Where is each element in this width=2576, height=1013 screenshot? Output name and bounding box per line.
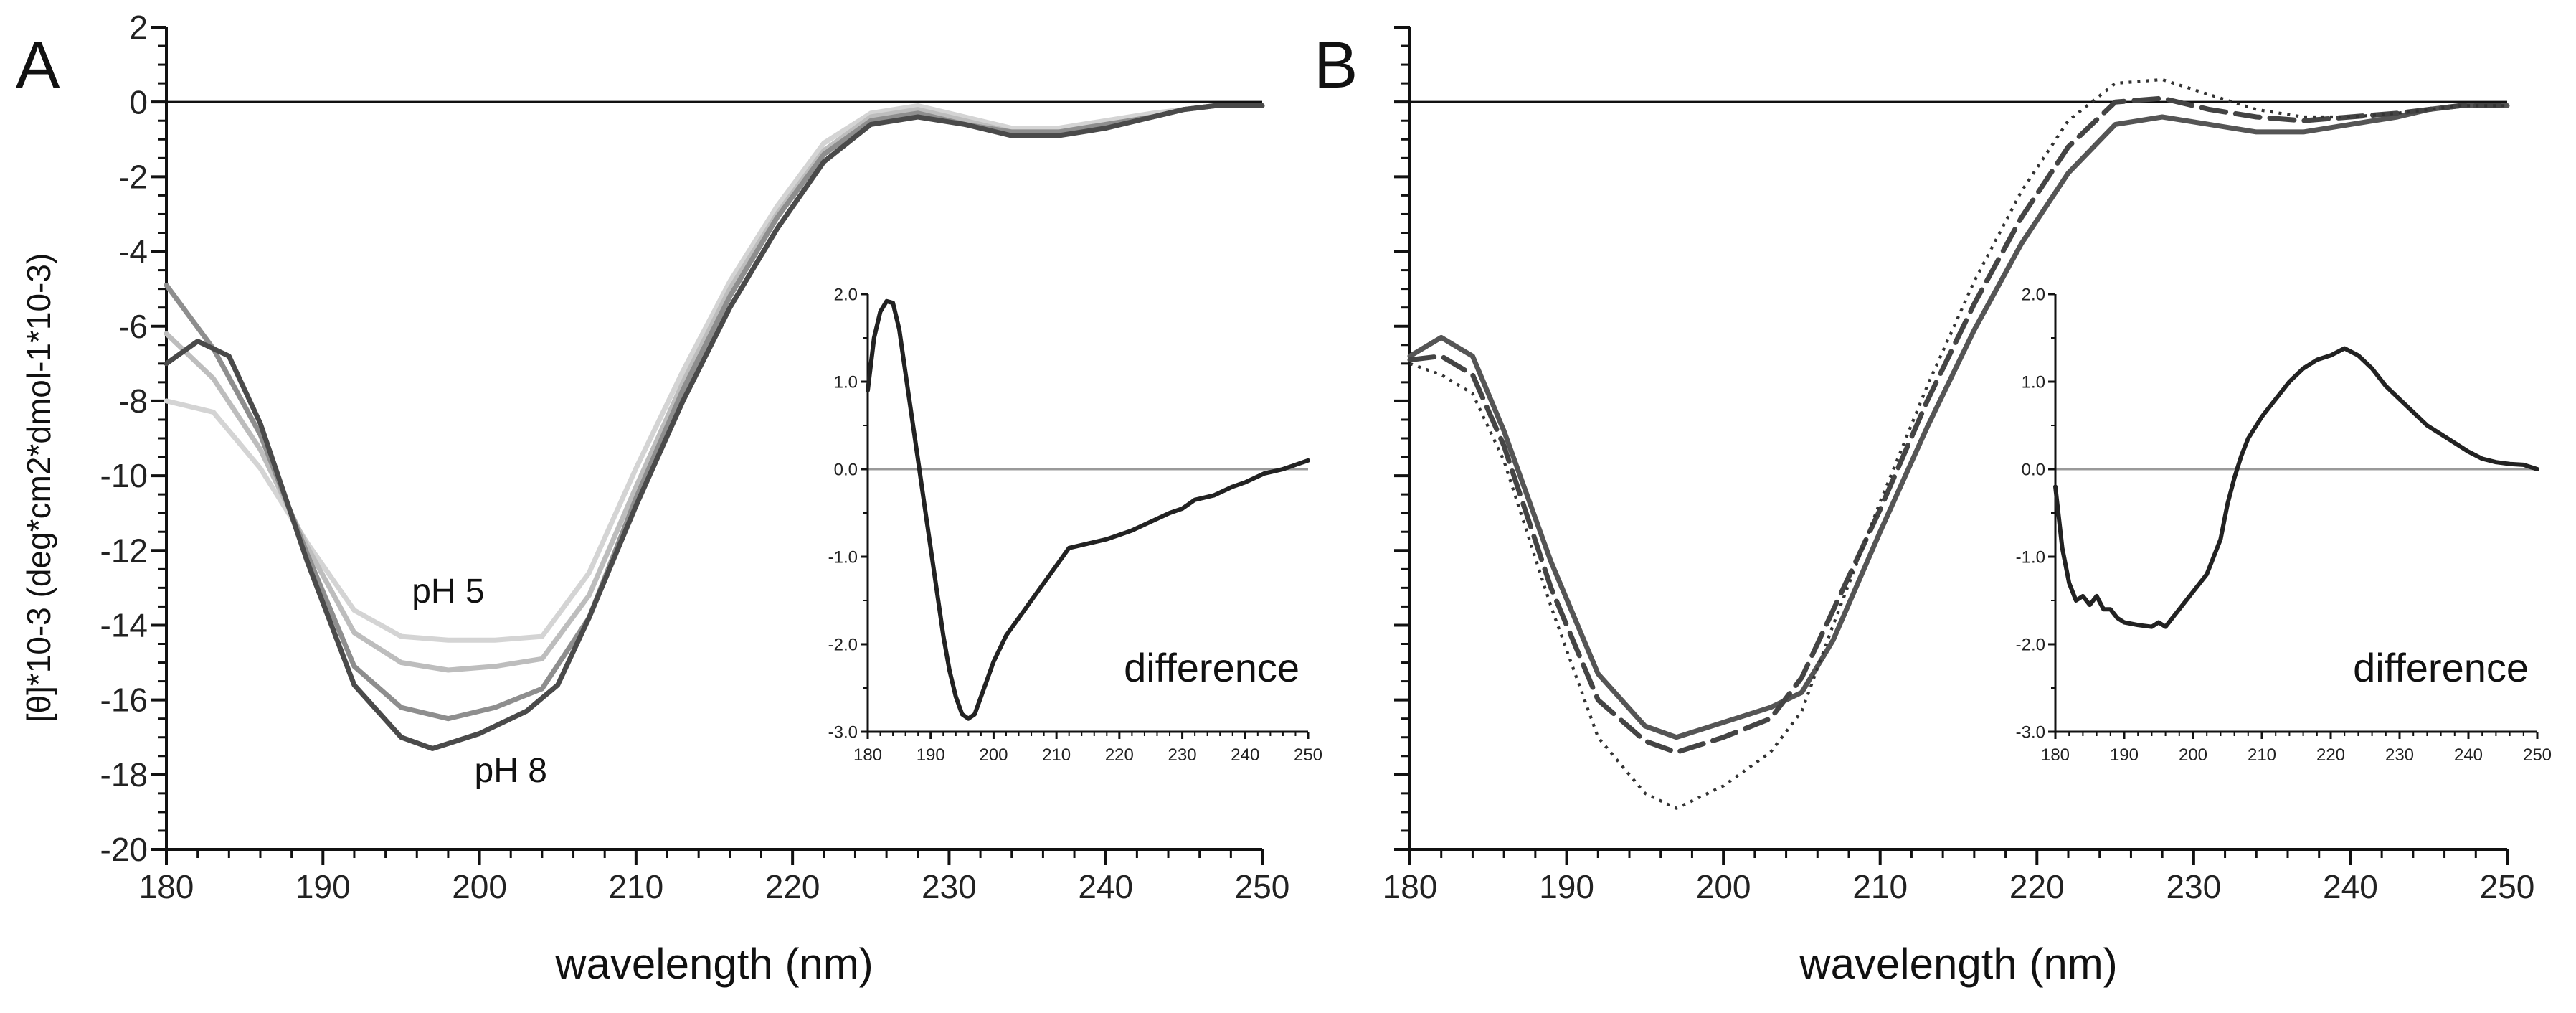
panel-b-x-tick-label: 230 (2166, 868, 2221, 905)
panel-b-x-tick-label: 190 (1539, 868, 1594, 905)
panel-a: A [θ]*10-3 (deg*cm2*dmol-1*10-3) 180 190 2… (16, 9, 1322, 988)
panel-b-inset-y-tick-label: 0.0 (2022, 460, 2045, 479)
panel-a-inset-x-tick-label: 200 (979, 745, 1008, 765)
panel-b: B 180 190 200 210 220 230 240 250 wavelength (nm… (1314, 26, 2552, 988)
panel-a-y-tick-label: -14 (100, 607, 148, 644)
panel-a-annotation: pH 8 (475, 752, 547, 790)
panel-a-y-tick-label: -16 (100, 682, 148, 719)
panel-b-inset-y-tick-label: 1.0 (2022, 372, 2045, 392)
panel-a-inset-x-tick-label: 190 (917, 745, 945, 765)
panel-a-inset-x-tick-label: 220 (1105, 745, 1134, 765)
panel-a-inset-y-tick-label: 2.0 (834, 285, 858, 304)
panel-a-main-plot: 180 190 200 210 220 230 240 250 2 0 -2 -4 -6 -8 -10 -12… (100, 9, 1290, 988)
panel-a-inset-y-tick-label: 0.0 (834, 460, 858, 479)
panel-b-inset-x-tick-label: 200 (2179, 745, 2207, 765)
panel-a-inset-x-tick-label: 180 (853, 745, 882, 765)
panel-a-x-tick-label: 210 (608, 868, 663, 905)
panel-b-x-tick-label: 240 (2323, 868, 2378, 905)
panel-a-annotation: pH 5 (412, 573, 484, 611)
panel-a-inset-x-tick-label: 250 (1294, 745, 1322, 765)
panel-a-inset-x-tick-label: 240 (1231, 745, 1259, 765)
panel-b-inset-x-tick-label: 230 (2385, 745, 2414, 765)
panel-a-x-tick-label: 240 (1078, 868, 1133, 905)
panel-a-series-ph-7 (164, 103, 1265, 722)
panel-a-x-tick-label: 220 (765, 868, 820, 905)
panel-b-x-tick-label: 180 (1383, 868, 1438, 905)
panel-b-x-axis-title: wavelength (nm) (1799, 940, 2118, 988)
panel-b-inset-x-tick-label: 220 (2316, 745, 2345, 765)
panel-a-inset-series-difference (866, 298, 1310, 721)
panel-a-y-tick-label: -2 (118, 158, 148, 195)
panel-b-inset-y-tick-label: -1.0 (2016, 547, 2045, 567)
panel-a-y-tick-label: -10 (100, 457, 148, 494)
panel-b-inset-x-tick-label: 210 (2248, 745, 2276, 765)
panel-a-x-tick-label: 180 (139, 868, 194, 905)
panel-a-series-ph-5 (164, 103, 1265, 643)
panel-b-inset-title: difference (2353, 645, 2529, 690)
panel-b-inset-x-tick-label: 240 (2454, 745, 2483, 765)
panel-b-inset-y-tick-label: -2.0 (2016, 635, 2045, 654)
panel-a-y-tick-label: -8 (118, 382, 148, 420)
panel-b-x-tick-label: 220 (2009, 868, 2065, 905)
panel-b-x-tick-label: 250 (2480, 868, 2535, 905)
panel-a-x-tick-label: 190 (295, 868, 351, 905)
panel-a-y-tick-label: 2 (129, 9, 148, 46)
panel-b-inset-plot: 180 190 200 210 220 230 240 250 2.0 1.0 0.0 -1.0 -2.… (2016, 285, 2552, 765)
panel-a-inset-y-tick-label: -2.0 (828, 635, 858, 654)
panel-a-inset-x-tick-label: 210 (1042, 745, 1071, 765)
panel-a-y-tick-label: -12 (100, 532, 148, 569)
panel-a-x-tick-label: 200 (452, 868, 507, 905)
panel-b-inset-x-tick-label: 250 (2523, 745, 2552, 765)
panel-a-series-ph-6 (164, 103, 1265, 673)
panel-b-main-plot: 180 190 200 210 220 230 240 250 wavelength (nm) (1383, 26, 2535, 988)
panel-b-inset-x-tick-label: 180 (2041, 745, 2070, 765)
panel-a-y-tick-label: 0 (129, 83, 148, 121)
panel-b-inset-y-tick-label: 2.0 (2022, 285, 2045, 304)
panel-a-x-tick-label: 230 (922, 868, 977, 905)
panel-a-x-axis-title: wavelength (nm) (554, 940, 873, 988)
panel-a-y-tick-label: -18 (100, 756, 148, 793)
panel-a-y-tick-label: -4 (118, 233, 148, 270)
panel-b-x-tick-label: 200 (1696, 868, 1751, 905)
panel-a-x-tick-label: 250 (1235, 868, 1290, 905)
panel-a-y-tick-label: -6 (118, 308, 148, 345)
panel-a-inset-y-tick-label: -1.0 (828, 547, 858, 567)
panel-a-inset-x-tick-label: 230 (1168, 745, 1197, 765)
panel-a-y-axis-title: [θ]*10-3 (deg*cm2*dmol-1*10-3) (20, 253, 57, 723)
panel-a-y-tick-label: -20 (100, 831, 148, 868)
panel-b-inset-x-tick-label: 190 (2110, 745, 2139, 765)
panel-b-label: B (1314, 29, 1358, 102)
panel-b-inset-y-tick-label: -3.0 (2016, 722, 2045, 742)
panel-b-inset-series-difference (2053, 346, 2539, 629)
panel-a-inset-plot: 180 190 200 210 220 230 240 250 2.0 1.0 0.0 -1.0 -2.… (828, 285, 1322, 765)
panel-a-inset-y-tick-label: 1.0 (834, 372, 858, 392)
panel-b-series-dotted (1409, 77, 2507, 810)
panel-a-label: A (16, 29, 60, 102)
panel-a-series-ph-8 (164, 103, 1265, 751)
panel-b-x-tick-label: 210 (1852, 868, 1908, 905)
panel-a-inset-y-tick-label: -3.0 (828, 722, 858, 742)
panel-a-inset-title: difference (1124, 645, 1299, 690)
panel-b-series-dashed (1407, 95, 2510, 755)
panel-b-series-solid (1407, 103, 2510, 740)
